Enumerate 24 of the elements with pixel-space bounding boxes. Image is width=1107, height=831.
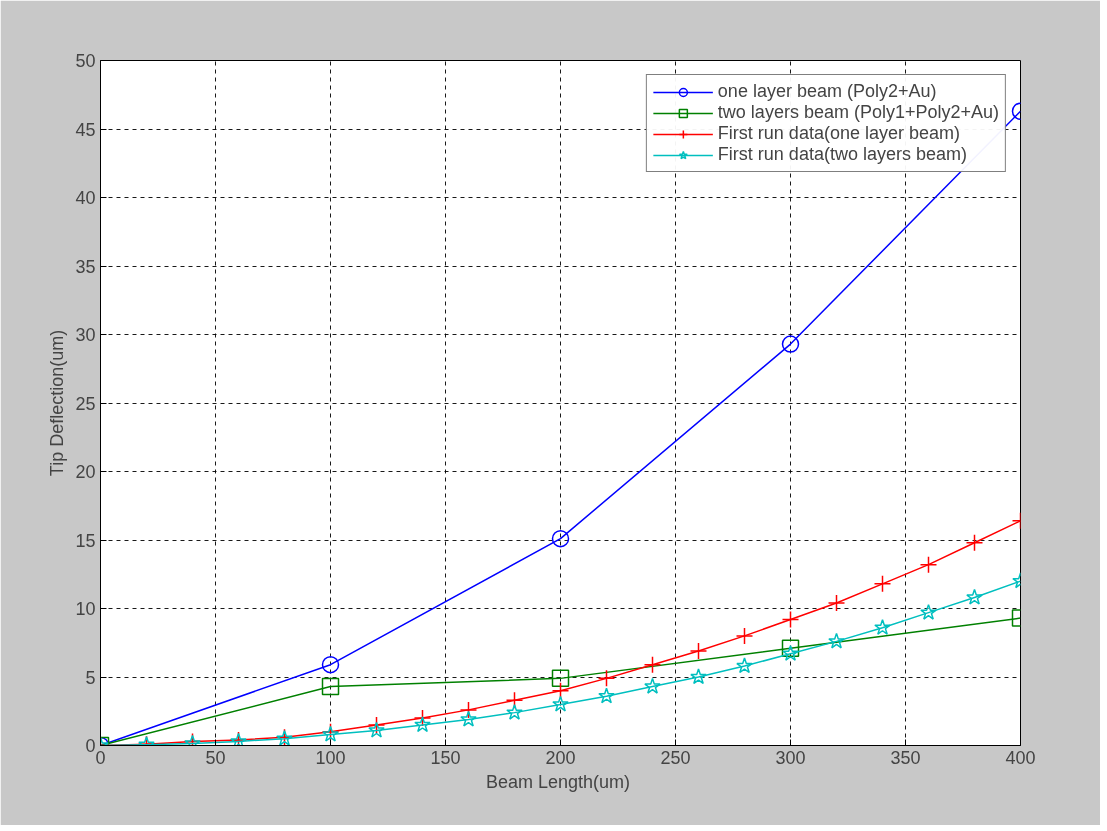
y-tick-label: 15 <box>75 530 96 551</box>
y-axis-title: Tip Deflection(um) <box>47 329 68 477</box>
y-tick-label: 40 <box>75 188 96 208</box>
x-tick-label: 50 <box>205 747 226 768</box>
legend-label: two layers beam (Poly1+Poly2+Au) <box>717 102 999 123</box>
y-tick-label: 5 <box>85 667 96 688</box>
y-tick-label: 50 <box>75 51 96 71</box>
x-tick-label: 300 <box>775 747 806 768</box>
x-tick-label: 100 <box>315 747 346 768</box>
y-tick-label: 45 <box>75 119 96 140</box>
y-tick-label: 20 <box>75 462 96 482</box>
legend-label: one layer beam (Poly2+Au) <box>717 81 937 102</box>
legend-label: First run data(one layer beam) <box>717 123 960 144</box>
y-tick-label: 30 <box>75 325 96 345</box>
y-tick-label: 25 <box>75 393 96 414</box>
x-axis-title: Beam Length(um) <box>485 771 631 792</box>
x-tick-label: 350 <box>890 747 921 768</box>
x-tick-label: 400 <box>1005 747 1036 768</box>
legend-label: First run data(two layers beam) <box>717 144 967 165</box>
y-tick-label: 35 <box>75 256 96 277</box>
x-tick-label: 200 <box>545 747 576 768</box>
x-tick-label: 150 <box>430 747 461 768</box>
x-tick-label: 250 <box>660 747 691 768</box>
y-tick-label: 10 <box>75 599 96 619</box>
